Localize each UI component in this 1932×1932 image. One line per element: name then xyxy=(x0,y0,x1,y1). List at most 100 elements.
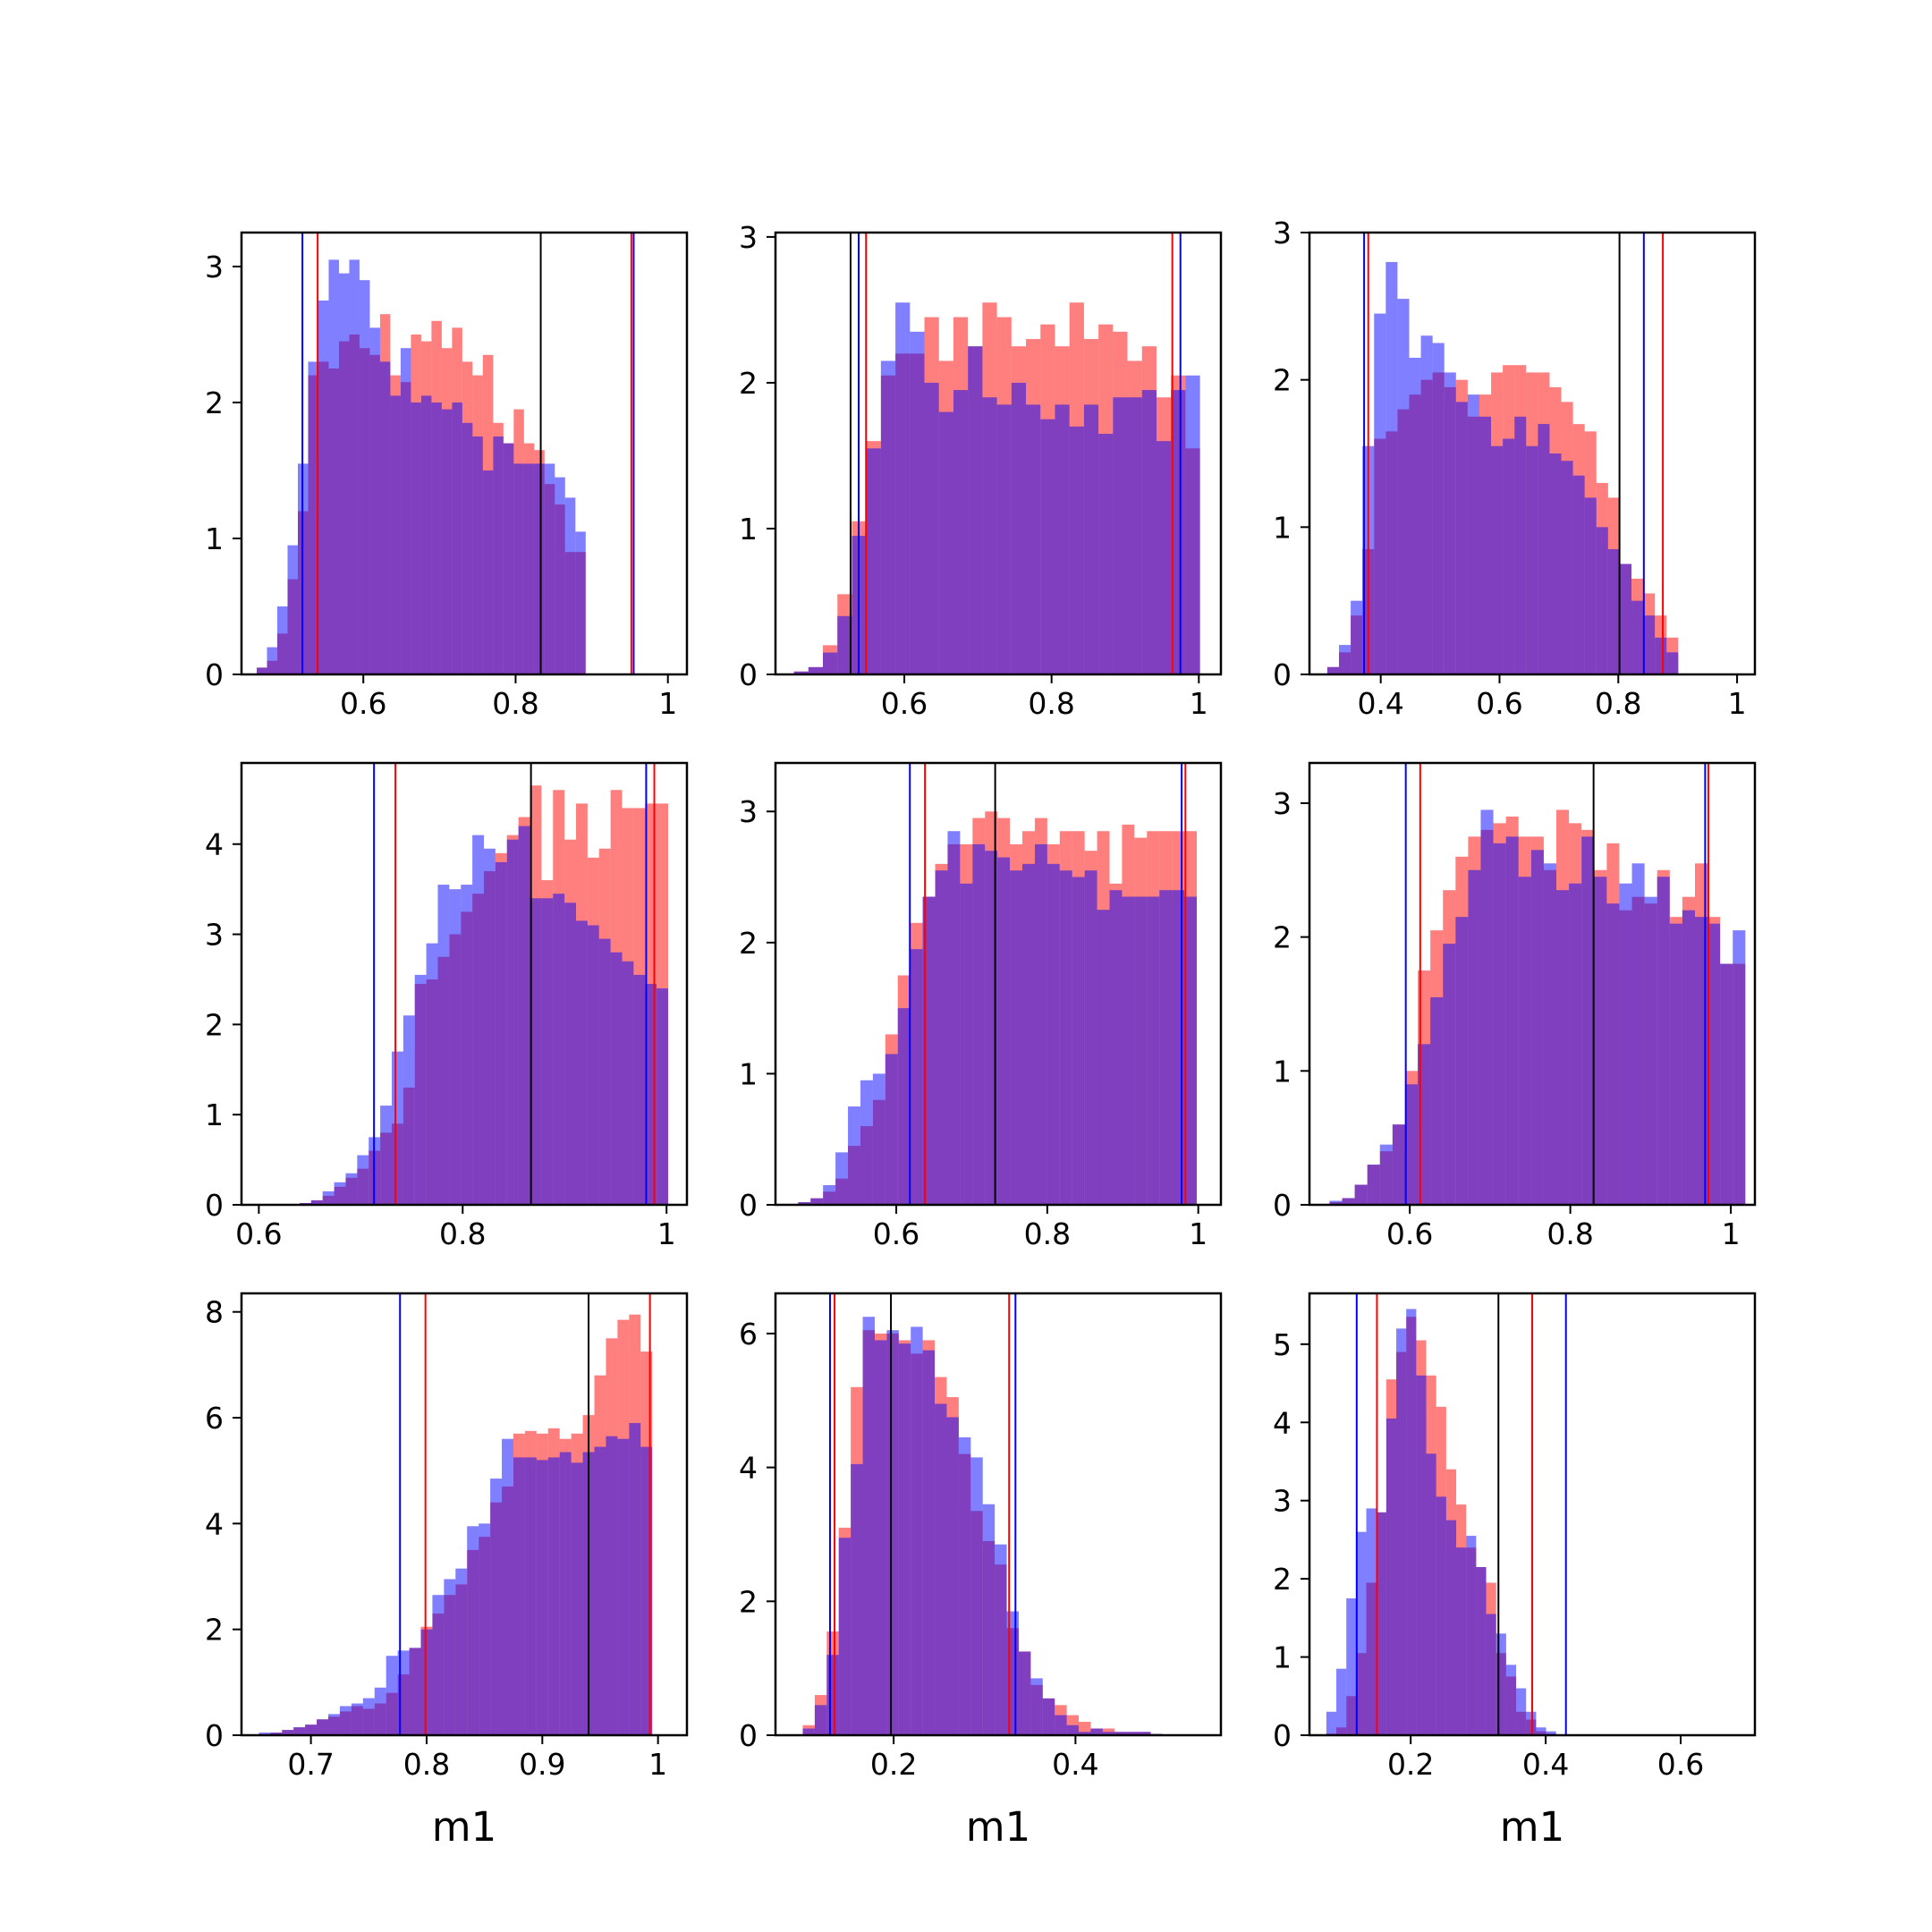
histogram-bar xyxy=(1572,475,1585,674)
histogram-bar xyxy=(1159,890,1173,1205)
histogram-bar xyxy=(1607,549,1620,674)
histogram-bar xyxy=(426,943,438,1205)
histogram-bar xyxy=(1030,1678,1043,1735)
histogram-bar xyxy=(874,1340,887,1735)
y-tick-label: 4 xyxy=(205,1506,224,1541)
y-tick-label: 0 xyxy=(1273,1188,1292,1223)
histogram-bar xyxy=(1406,1309,1417,1735)
histogram-bar xyxy=(1493,843,1506,1205)
histogram-bar xyxy=(530,898,542,1205)
histogram-bar xyxy=(587,925,599,1205)
histogram-bar xyxy=(1339,645,1352,674)
histogram-bar xyxy=(547,1457,560,1735)
x-tick-label: 1 xyxy=(1190,686,1208,721)
histogram-bar xyxy=(576,920,588,1205)
histogram-bar xyxy=(483,848,496,1205)
histogram-bar xyxy=(400,348,411,674)
x-tick-label: 1 xyxy=(1722,1216,1741,1251)
y-tick-label: 2 xyxy=(739,926,758,961)
histogram-bar xyxy=(390,395,401,674)
histogram-bar xyxy=(1436,1496,1446,1735)
subplot-1-2: 0.6 0.8 1 0 1 2 3 xyxy=(739,220,1223,721)
histogram-bar xyxy=(910,331,925,674)
axes-frame xyxy=(1308,761,1757,1207)
histogram-bar xyxy=(823,1185,836,1205)
y-tick-label: 3 xyxy=(1273,786,1292,821)
axes-frame xyxy=(1308,1292,1757,1737)
histogram-bar xyxy=(1122,896,1135,1205)
subplot-1-1: 0.6 0.8 1 0 1 2 3 xyxy=(205,231,689,721)
histogram-bar xyxy=(437,885,450,1205)
histogram-bar xyxy=(1046,863,1060,1205)
histogram-bar xyxy=(1385,261,1398,674)
histogram-bar xyxy=(493,436,504,674)
histogram-bar xyxy=(1530,850,1544,1205)
x-tick-label: 1 xyxy=(1189,1216,1208,1251)
histogram-bar xyxy=(1644,896,1657,1205)
histogram-bar xyxy=(1491,445,1504,674)
subplot-3-1: 0.7 0.8 0.9 1 0 2 4 6 8 m1 xyxy=(205,1292,689,1851)
histogram-bar xyxy=(461,885,473,1205)
histogram-bar xyxy=(1034,843,1047,1205)
histogram-bar xyxy=(1084,870,1097,1205)
y-tick-label: 3 xyxy=(739,220,758,255)
histogram-bar xyxy=(386,1656,398,1735)
histogram-bar xyxy=(1445,1520,1457,1735)
blue-series xyxy=(299,826,669,1205)
histogram-bar xyxy=(1455,402,1468,674)
histogram-bar xyxy=(462,422,473,674)
histogram-bar xyxy=(1456,1547,1467,1735)
histogram-bar xyxy=(1594,877,1607,1205)
y-tick-label: 3 xyxy=(739,794,758,829)
histogram-bar xyxy=(1505,1665,1517,1735)
y-tick-label: 1 xyxy=(1273,1054,1292,1089)
y-tick-label: 3 xyxy=(1273,1484,1292,1519)
histogram-bar xyxy=(910,949,923,1205)
histogram-bar xyxy=(359,280,370,674)
histogram-bar xyxy=(1083,404,1099,674)
histogram-bar xyxy=(502,1438,513,1735)
histogram-bar xyxy=(322,1191,335,1205)
histogram-bar xyxy=(622,961,634,1205)
histogram-bar xyxy=(1556,890,1570,1205)
histogram-bar xyxy=(1666,652,1679,674)
histogram-bar xyxy=(1536,1727,1546,1735)
histogram-bar xyxy=(970,1457,983,1735)
y-tick-label: 4 xyxy=(1273,1405,1292,1440)
histogram-bar xyxy=(1397,299,1410,674)
histogram-bar xyxy=(277,606,288,674)
histogram-bar xyxy=(1455,917,1469,1205)
x-tick-label: 0.4 xyxy=(1052,1747,1098,1782)
histogram-bar xyxy=(802,1728,815,1735)
histogram-bar xyxy=(402,1015,415,1205)
histogram-bar xyxy=(420,395,432,674)
histogram-bar xyxy=(257,667,267,674)
histogram-bar xyxy=(1184,896,1197,1205)
y-tick-label: 2 xyxy=(205,386,224,420)
histogram-bar xyxy=(345,1173,358,1205)
histogram-bar xyxy=(1374,313,1386,674)
histogram-bar xyxy=(449,889,462,1205)
histogram-bar xyxy=(444,1579,456,1735)
histogram-bar xyxy=(1546,1731,1556,1735)
histogram-bars xyxy=(798,763,1197,1205)
histogram-bar xyxy=(506,839,519,1205)
y-tick-label: 1 xyxy=(739,1056,758,1091)
histogram-bar xyxy=(1581,836,1595,1205)
histogram-bar xyxy=(617,1438,630,1735)
histogram-bar xyxy=(479,1523,491,1735)
histogram-bar xyxy=(495,861,507,1205)
histogram-bar xyxy=(1102,1732,1115,1735)
histogram-bar xyxy=(1404,1084,1419,1205)
histogram-bar xyxy=(1561,461,1573,674)
histogram-bar xyxy=(1098,433,1114,674)
histogram-bar xyxy=(575,531,586,674)
x-tick-label: 0.8 xyxy=(1024,1216,1071,1251)
histogram-bar xyxy=(1669,923,1682,1205)
histogram-bar xyxy=(885,1054,898,1205)
histogram-bar xyxy=(1496,1633,1506,1735)
histogram-bar xyxy=(657,988,669,1205)
y-tick-label: 0 xyxy=(739,1718,758,1753)
histogram-bar xyxy=(339,1706,352,1735)
histogram-bar xyxy=(369,327,380,674)
